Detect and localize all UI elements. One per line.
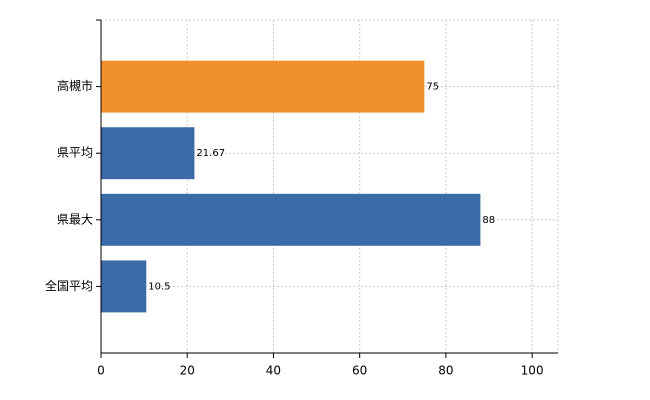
value-label: 10.5 <box>148 281 170 292</box>
x-tick-label: 0 <box>97 364 105 378</box>
value-label: 88 <box>482 215 495 226</box>
x-tick-label: 20 <box>180 364 195 378</box>
bar <box>101 260 147 313</box>
y-tick-label: 全国平均 <box>45 278 93 293</box>
x-tick-label: 100 <box>521 364 544 378</box>
y-tick-label: 県最大 <box>57 212 93 226</box>
y-tick-label: 高槻市 <box>57 78 93 93</box>
bar <box>101 60 425 113</box>
bar <box>101 127 195 180</box>
y-tick-label: 県平均 <box>57 146 93 160</box>
x-tick-label: 80 <box>438 364 453 378</box>
x-tick-label: 60 <box>352 364 367 378</box>
value-label: 21.67 <box>196 148 225 159</box>
bar <box>101 193 481 246</box>
x-tick-label: 40 <box>266 364 281 378</box>
value-label: 75 <box>426 82 439 93</box>
